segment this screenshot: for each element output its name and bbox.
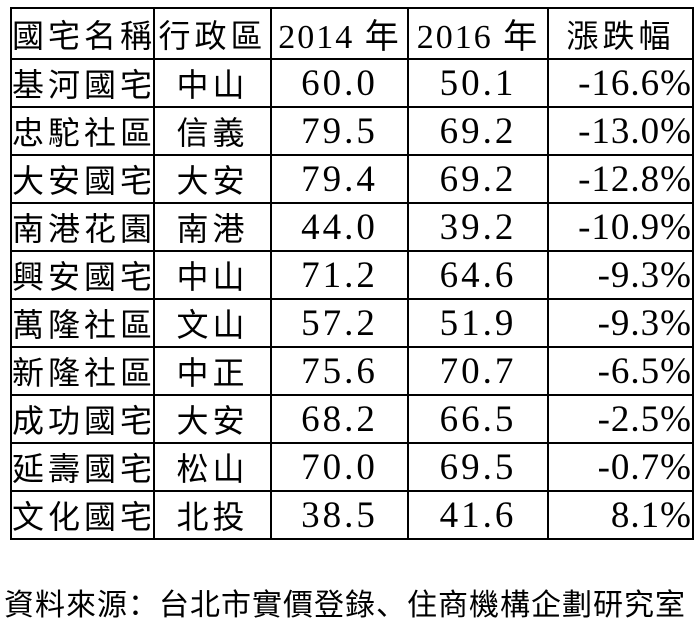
cell-price-2014: 70.0 xyxy=(270,442,409,492)
cell-change: -10.9% xyxy=(547,202,694,252)
cell-housing-name: 文化國宅 xyxy=(10,490,155,540)
cell-change: -9.3% xyxy=(547,298,694,348)
cell-price-2016: 41.6 xyxy=(407,490,549,540)
cell-housing-name: 成功國宅 xyxy=(10,394,155,444)
cell-housing-name: 忠駝社區 xyxy=(10,106,155,156)
table-row: 興安國宅 中山 71.2 64.6 -9.3% xyxy=(10,250,694,300)
cell-change: 8.1% xyxy=(547,490,694,540)
cell-change: -16.6% xyxy=(547,58,694,108)
table-row: 新隆社區 中正 75.6 70.7 -6.5% xyxy=(10,346,694,396)
cell-housing-name: 萬隆社區 xyxy=(10,298,155,348)
col-header-change: 漲跌幅 xyxy=(547,7,694,60)
col-header-2014: 2014 年 xyxy=(270,7,409,60)
cell-change: -9.3% xyxy=(547,250,694,300)
cell-price-2014: 68.2 xyxy=(270,394,409,444)
cell-price-2014: 71.2 xyxy=(270,250,409,300)
cell-change: -2.5% xyxy=(547,394,694,444)
cell-price-2016: 51.9 xyxy=(407,298,549,348)
table-body: 基河國宅 中山 60.0 50.1 -16.6% 忠駝社區 信義 79.5 69… xyxy=(10,58,694,540)
col-header-housing-name: 國宅名稱 xyxy=(10,7,155,60)
cell-housing-name: 延壽國宅 xyxy=(10,442,155,492)
cell-housing-name: 基河國宅 xyxy=(10,58,155,108)
cell-district: 中正 xyxy=(153,346,272,396)
cell-change: -12.8% xyxy=(547,154,694,204)
cell-change: -6.5% xyxy=(547,346,694,396)
housing-price-table: 國宅名稱 行政區 2014 年 2016 年 漲跌幅 基河國宅 中山 60.0 … xyxy=(10,7,694,540)
cell-district: 文山 xyxy=(153,298,272,348)
cell-price-2014: 57.2 xyxy=(270,298,409,348)
cell-price-2016: 39.2 xyxy=(407,202,549,252)
cell-district: 松山 xyxy=(153,442,272,492)
col-header-2016: 2016 年 xyxy=(407,7,549,60)
cell-change: -13.0% xyxy=(547,106,694,156)
table-row: 南港花園 南港 44.0 39.2 -10.9% xyxy=(10,202,694,252)
table-row: 文化國宅 北投 38.5 41.6 8.1% xyxy=(10,490,694,540)
cell-price-2016: 69.2 xyxy=(407,106,549,156)
header-row: 國宅名稱 行政區 2014 年 2016 年 漲跌幅 xyxy=(10,7,694,60)
cell-district: 中山 xyxy=(153,58,272,108)
table-row: 萬隆社區 文山 57.2 51.9 -9.3% xyxy=(10,298,694,348)
table-header: 國宅名稱 行政區 2014 年 2016 年 漲跌幅 xyxy=(10,7,694,60)
cell-price-2014: 60.0 xyxy=(270,58,409,108)
cell-district: 中山 xyxy=(153,250,272,300)
col-header-district: 行政區 xyxy=(153,7,272,60)
cell-district: 北投 xyxy=(153,490,272,540)
table-row: 大安國宅 大安 79.4 69.2 -12.8% xyxy=(10,154,694,204)
cell-price-2014: 38.5 xyxy=(270,490,409,540)
cell-district: 信義 xyxy=(153,106,272,156)
table-row: 延壽國宅 松山 70.0 69.5 -0.7% xyxy=(10,442,694,492)
cell-district: 大安 xyxy=(153,394,272,444)
cell-district: 南港 xyxy=(153,202,272,252)
cell-price-2014: 75.6 xyxy=(270,346,409,396)
cell-change: -0.7% xyxy=(547,442,694,492)
cell-price-2016: 70.7 xyxy=(407,346,549,396)
cell-housing-name: 新隆社區 xyxy=(10,346,155,396)
cell-price-2014: 79.5 xyxy=(270,106,409,156)
cell-housing-name: 大安國宅 xyxy=(10,154,155,204)
cell-price-2016: 66.5 xyxy=(407,394,549,444)
cell-price-2016: 64.6 xyxy=(407,250,549,300)
table-row: 忠駝社區 信義 79.5 69.2 -13.0% xyxy=(10,106,694,156)
cell-housing-name: 南港花園 xyxy=(10,202,155,252)
cell-price-2016: 69.5 xyxy=(407,442,549,492)
data-source-note: 資料來源：台北市實價登錄、住商機構企劃研究室 xyxy=(4,589,686,619)
table-row: 基河國宅 中山 60.0 50.1 -16.6% xyxy=(10,58,694,108)
cell-price-2014: 44.0 xyxy=(270,202,409,252)
cell-price-2014: 79.4 xyxy=(270,154,409,204)
table-row: 成功國宅 大安 68.2 66.5 -2.5% xyxy=(10,394,694,444)
cell-housing-name: 興安國宅 xyxy=(10,250,155,300)
cell-district: 大安 xyxy=(153,154,272,204)
cell-price-2016: 69.2 xyxy=(407,154,549,204)
cell-price-2016: 50.1 xyxy=(407,58,549,108)
